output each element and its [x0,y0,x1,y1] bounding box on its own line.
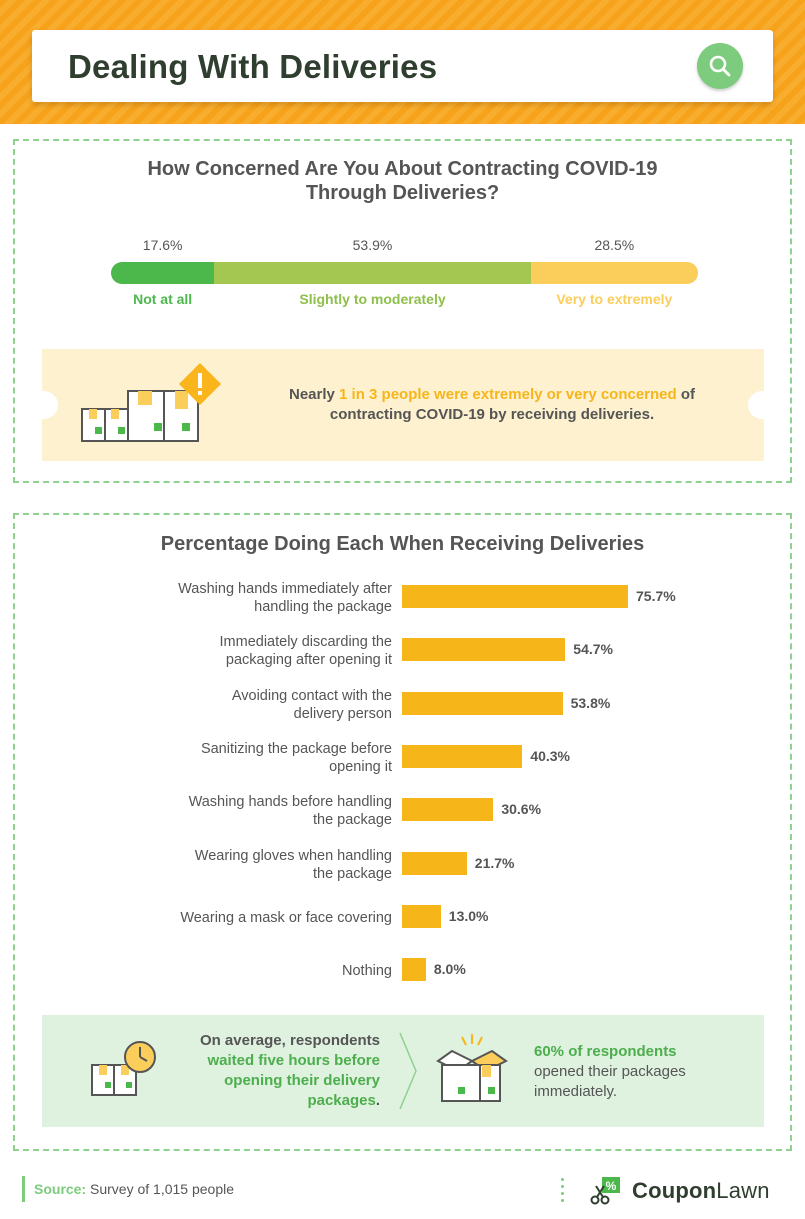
brand-divider [561,1178,565,1206]
open-box-icon [436,1034,508,1102]
bar-category-line: opening it [329,758,392,775]
open-hl: 60% of respondents [534,1043,677,1060]
bar-category-line: Sanitizing the package before [200,740,392,757]
bar-category-line: handling the package [254,599,392,615]
stacked-category-label: Very to extremely [556,291,673,307]
bar-category-label: Washing hands before handling the package [189,793,392,829]
page-title: Dealing With Deliveries [68,48,438,85]
open-line2: opened their packages [534,1063,686,1080]
callout-line2: contracting COVID-19 by receiving delive… [329,406,655,423]
bar-category-line: the package [312,812,392,829]
behaviors-title: Percentage Doing Each When Receiving Del… [160,533,645,555]
svg-text:%: % [606,1179,617,1193]
bar-category-line: Washing hands before handling [188,794,392,811]
bar-category-line: the package [312,865,392,882]
wait-line1: On average, respondents [199,1032,380,1049]
bar-value-label: 75.7% [636,588,676,604]
bar-category-line: packaging after opening it [225,652,392,669]
stacked-segment-1 [111,262,215,284]
bar [402,798,494,822]
concern-callout-text: Nearly 1 in 3 people were extremely or v… [242,385,742,425]
packages-warning-icon [81,363,221,442]
brand-name-a: Coupon [632,1178,717,1203]
concern-title: How Concerned Are You About Contracting … [15,157,790,205]
bar-value-label: 8.0% [433,961,466,978]
open-line3: immediately. [534,1083,618,1100]
footer: Source: Survey of 1,015 people % CouponL… [0,1170,805,1219]
ticket-notch-right [748,391,764,419]
bar [402,638,566,662]
callout-prefix: Nearly [288,386,340,403]
bar-category-line: Washing hands immediately after [178,581,392,597]
bar-category-label: Nothing [342,962,392,980]
bar-category-line: Avoiding contact with the [231,687,392,704]
stacked-category-label: Not at all [133,291,193,307]
wait-hl2: opening their delivery [224,1072,380,1089]
bar-category-label: Wearing a mask or face covering [180,909,392,927]
bar [402,585,628,608]
title-bar: Dealing With Deliveries [32,30,773,102]
bar-category-line: Nothing [342,963,392,980]
source-note: Source: Survey of 1,015 people [22,1176,234,1202]
package-clock-icon [91,1041,156,1096]
bar-category-label: Immediately discarding the packaging afte… [220,633,392,669]
wait-callout-text: On average, respondents waited five hour… [152,1031,380,1111]
coupon-scissors-icon: % [590,1177,620,1205]
bar-value-label: 53.8% [570,694,611,711]
bar-category-line: Wearing a mask or face covering [180,909,392,926]
brand-name: CouponLawn [632,1178,770,1204]
behaviors-section: Percentage Doing Each When Receiving Del… [13,513,792,1151]
search-icon [709,55,731,77]
stacked-value-label: 53.9% [352,237,393,253]
stacked-segment-2 [214,262,531,284]
wait-end: . [375,1092,380,1109]
bar [402,904,441,928]
source-label: Source: [34,1181,87,1197]
bar-category-line: delivery person [293,705,392,722]
source-text: Survey of 1,015 people [86,1181,235,1197]
bar-value-label: 21.7% [474,854,515,871]
brand-name-b: Lawn [716,1178,770,1203]
bar [402,744,523,768]
stacked-segment-3 [530,262,698,284]
bar [402,958,426,982]
bar-category-label: Wearing gloves when handling the package [195,847,392,883]
wait-hl3: packages [307,1092,376,1109]
open-callout-text: 60% of respondents opened their packages… [534,1042,734,1102]
ticket-notch-left [42,391,58,419]
concern-title-line1: How Concerned Are You About Contracting … [147,158,658,180]
bar [402,851,467,875]
wait-hl1: waited five hours before [207,1052,380,1069]
search-button[interactable] [697,43,743,89]
chevron-divider-icon [399,1032,417,1110]
callout-highlight: 1 in 3 people were extremely or very con… [339,386,677,403]
bar-value-label: 30.6% [501,801,542,818]
bar-value-label: 54.7% [573,641,613,658]
concern-title-line2: Through Deliveries? [305,182,500,204]
stacked-value-label: 28.5% [594,237,635,253]
bar-value-label: 13.0% [448,907,489,924]
stacked-value-label: 17.6% [142,237,183,253]
bar-category-label: Washing hands immediately after handling … [178,580,392,616]
concern-section: How Concerned Are You About Contracting … [13,139,792,483]
stacked-category-label: Slightly to moderately [299,291,446,307]
wait-callout: On average, respondents waited five hour… [42,1015,764,1127]
bar-value-label: 40.3% [530,747,571,764]
brand-logo[interactable]: % CouponLawn [590,1176,770,1206]
concern-callout: Nearly 1 in 3 people were extremely or v… [42,349,764,461]
bar-category-label: Avoiding contact with the delivery person [232,687,392,723]
callout-suffix: of [676,386,696,403]
bar-category-line: Wearing gloves when handling [194,847,392,864]
bar-category-label: Sanitizing the package before opening it [201,740,392,776]
bar [402,691,563,715]
stacked-bar [111,262,698,284]
bar-category-line: Immediately discarding the [219,634,392,651]
header-banner: Dealing With Deliveries [0,0,805,124]
